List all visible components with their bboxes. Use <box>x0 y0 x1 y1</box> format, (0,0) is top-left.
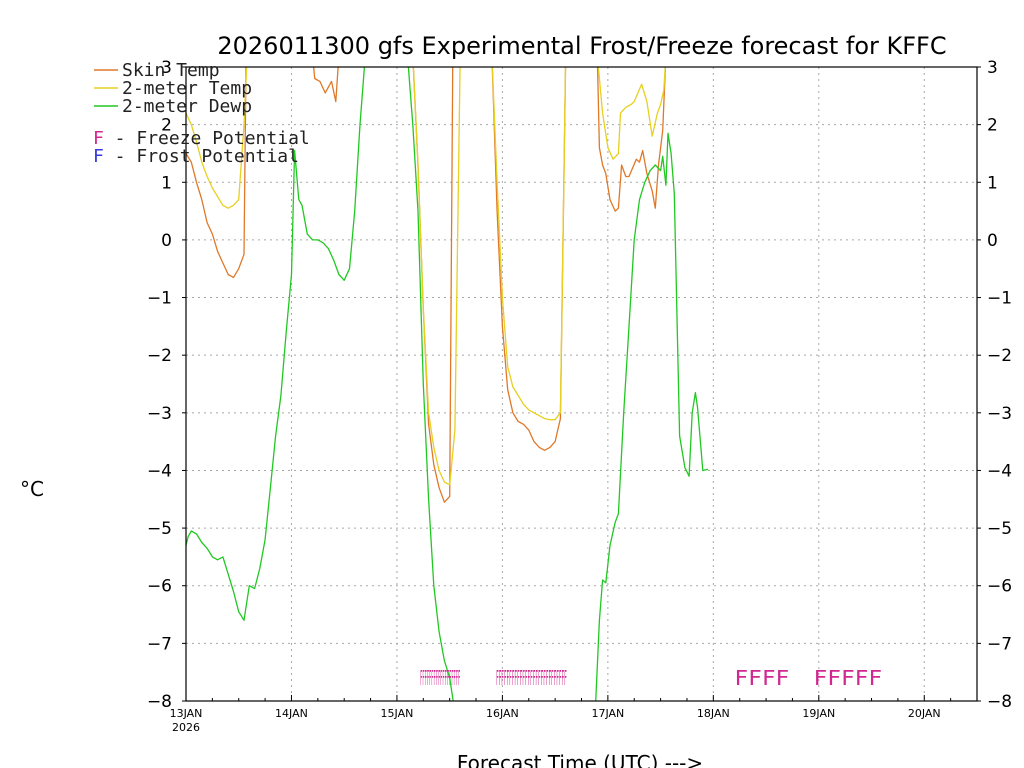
freeze-marker: FFFFFFFFFFFFFFFFFF <box>420 666 460 690</box>
freeze-markers: FFFFFFFFFFFFFFFFFF FFFFFFFFFFFFFFFFFFFFFF… <box>420 666 882 690</box>
x-tick-label: 15JAN <box>381 707 414 720</box>
freeze-marker: FFFF <box>734 666 789 690</box>
y-tick-label-right: −2 <box>987 346 1012 366</box>
plot-frame <box>185 66 978 702</box>
y-tick-label-left: −2 <box>147 346 172 366</box>
y-tick-label-right: 0 <box>987 231 998 251</box>
x-tick-label: 18JAN <box>697 707 730 720</box>
series-line-skin-temp <box>596 67 667 212</box>
y-tick-label-right: 2 <box>987 116 998 136</box>
series-line-2-meter-temp <box>412 67 461 486</box>
grid <box>186 67 977 701</box>
y-tick-label-left: −8 <box>147 692 172 712</box>
chart-title: 2026011300 gfs Experimental Frost/Freeze… <box>217 32 946 60</box>
legend-marker-text: - Frost Potential <box>104 146 299 167</box>
legend-marker-entry: F - Frost Potential <box>93 146 299 167</box>
axes: 3 3 2 2 1 1 0 0 −1 −1 −2 −2 −3 −3 −4 −4 −5 −5 −6 −6 −7 −7 −8 −8… <box>147 58 1012 734</box>
x-tick-label: 13JAN <box>170 707 203 720</box>
y-tick-label-left: −1 <box>147 289 172 309</box>
y-tick-label-left: −4 <box>147 461 172 481</box>
y-tick-label-left: −7 <box>147 634 172 654</box>
x-axis-label: Forecast Time (UTC) ---> <box>457 751 703 768</box>
y-tick-label-right: −8 <box>987 692 1012 712</box>
legend-label: 2-meter Dewp <box>122 96 252 117</box>
y-tick-label-left: −6 <box>147 577 172 597</box>
y-tick-label-right: −3 <box>987 404 1012 424</box>
series-line-skin-temp <box>491 67 567 451</box>
series-line-skin-temp <box>312 67 339 103</box>
series-line-skin-temp <box>186 67 247 279</box>
x-tick-label: 16JAN <box>486 707 519 720</box>
y-tick-label-left: −3 <box>147 404 172 424</box>
y-tick-label-left: −5 <box>147 519 172 539</box>
x-tick-sublabel: 2026 <box>172 721 200 734</box>
y-tick-label-right: −4 <box>987 461 1012 481</box>
freeze-marker: FFFFFFFFFFFFFFFFFFFFFFFFFFF <box>496 666 567 690</box>
y-tick-label-left: 2 <box>161 116 172 136</box>
y-tick-label-right: 3 <box>987 58 998 78</box>
y-tick-label-left: 0 <box>161 231 172 251</box>
y-tick-label-right: −5 <box>987 519 1012 539</box>
legend-marker-glyph: F <box>93 128 104 149</box>
freeze-marker: FFFFF <box>814 666 883 690</box>
series-line-2-meter-dewp <box>595 132 709 701</box>
legend-marker-glyph: F <box>93 146 104 167</box>
y-axis-label: °C <box>20 477 44 501</box>
series-line-2-meter-dewp <box>407 67 454 701</box>
series-line-2-meter-temp <box>597 67 666 160</box>
legend-marker-entry: F - Freeze Potential <box>93 128 310 149</box>
y-tick-label-left: 3 <box>161 58 172 78</box>
y-tick-label-right: −7 <box>987 634 1012 654</box>
x-tick-label: 14JAN <box>275 707 308 720</box>
y-tick-label-left: 1 <box>161 173 172 193</box>
x-tick-label: 20JAN <box>908 707 941 720</box>
legend-label: 2-meter Temp <box>122 78 252 99</box>
series-line-2-meter-temp <box>491 67 567 421</box>
y-tick-label-right: −1 <box>987 289 1012 309</box>
y-tick-label-right: −6 <box>987 577 1012 597</box>
legend-marker-text: - Freeze Potential <box>104 128 310 149</box>
y-tick-label-right: 1 <box>987 173 998 193</box>
series-line-2-meter-temp <box>186 67 248 209</box>
x-tick-label: 17JAN <box>591 707 624 720</box>
x-tick-label: 19JAN <box>802 707 835 720</box>
series-line-2-meter-dewp <box>186 67 366 621</box>
series-line-skin-temp <box>412 67 454 503</box>
series-layer <box>186 67 709 701</box>
legend-label: Skin Temp <box>122 60 220 81</box>
